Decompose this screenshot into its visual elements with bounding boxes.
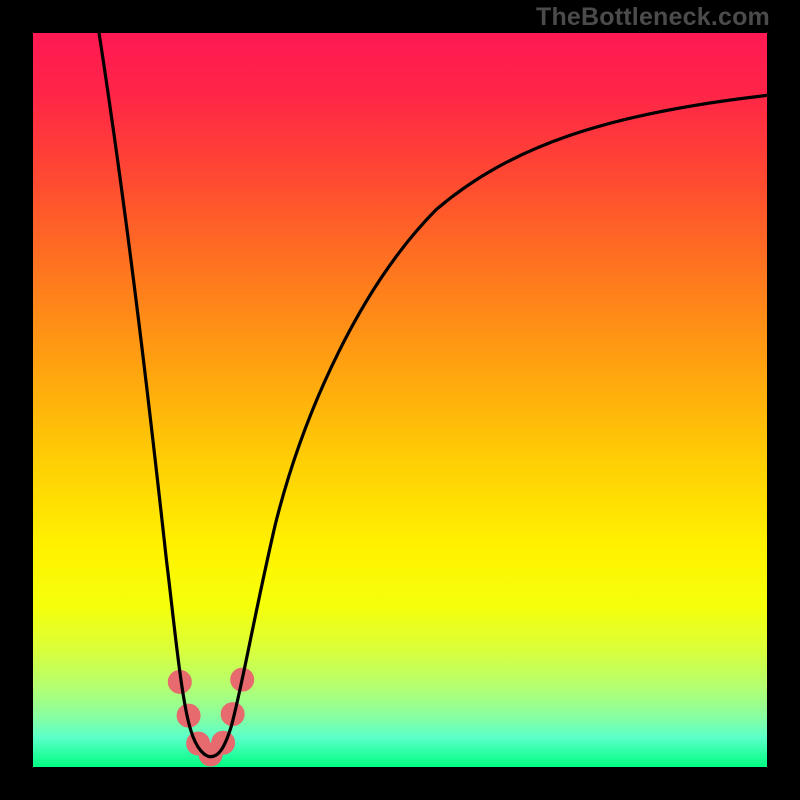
- curve-marker: [212, 731, 235, 754]
- plot-area: [33, 33, 767, 767]
- gradient-background: [33, 33, 767, 767]
- bottleneck-curve-chart: [33, 33, 767, 767]
- chart-stage: TheBottleneck.com: [0, 0, 800, 800]
- watermark-text: TheBottleneck.com: [536, 3, 770, 32]
